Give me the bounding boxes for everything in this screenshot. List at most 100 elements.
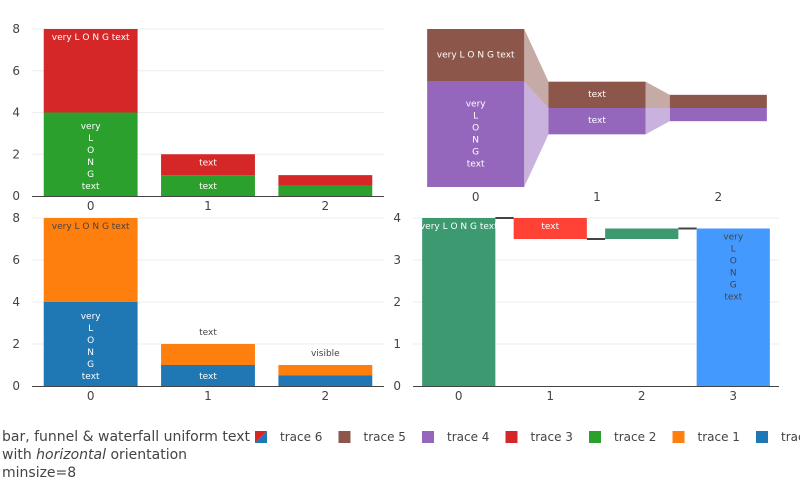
legend-label: trace 5 [364, 430, 406, 444]
legend-swatch [255, 431, 267, 443]
bottom-right-ytick-label: 3 [393, 253, 401, 267]
bottom-left-xtick-label: 1 [204, 389, 212, 403]
top-left-bar-trace-2 [161, 175, 255, 196]
bottom-right-bar [513, 218, 587, 239]
legend-item-trace-4[interactable]: trace 4 [422, 430, 489, 444]
bottom-left-ytick-label: 6 [12, 253, 20, 267]
top-left-ytick-label: 2 [12, 147, 20, 161]
bottom-right-xtick-label: 3 [729, 389, 737, 403]
legend-swatch [338, 431, 351, 443]
top-left-bar-trace-3 [161, 154, 255, 176]
top-left-ytick-label: 4 [12, 106, 20, 120]
legend-swatch [505, 431, 518, 443]
caption-line-2: with horizontal orientation [2, 447, 187, 463]
top-left-bar-label: very L O N G text [52, 33, 130, 43]
bottom-right-ytick-label: 1 [393, 337, 401, 351]
legend-item-trace-3[interactable]: trace 3 [505, 430, 573, 444]
top-right-segment-label: very L O N G text [437, 50, 515, 60]
top-right-connector [645, 108, 670, 135]
top-right-segment-trace-5 [548, 81, 646, 108]
bottom-left-bar-label: very L O N G text [52, 222, 130, 232]
top-right-segment-label: text [588, 116, 606, 126]
caption: bar, funnel & waterfall uniform text wit… [2, 429, 250, 481]
bottom-right-ytick-label: 0 [393, 379, 401, 393]
top-right-segment-trace-5 [427, 29, 525, 82]
top-left-ytick-label: 8 [12, 22, 20, 36]
legend-label: trace 0 [781, 430, 800, 444]
legend-item-trace-1[interactable]: trace 1 [672, 430, 740, 444]
top-right-xtick-label: 2 [715, 190, 723, 204]
top-left-bar-trace-2 [278, 185, 373, 196]
bottom-right-bar [605, 228, 679, 239]
caption-line-3: minsize=8 [2, 465, 76, 481]
bottom-left-bar-trace-1 [278, 365, 373, 376]
legend-item-trace-6[interactable]: trace 6 [255, 430, 322, 444]
top-left-bar-label: text [199, 158, 217, 168]
caption-line-1: bar, funnel & waterfall uniform text [2, 429, 250, 445]
legend-label: trace 2 [614, 430, 656, 444]
legend: trace 6 trace 5 trace 4 trace 3 trace 2 trace… [255, 430, 800, 444]
legend-item-trace-0[interactable]: trace 0 [756, 430, 800, 444]
bottom-left-ytick-label: 0 [12, 379, 20, 393]
legend-label: trace 1 [698, 430, 740, 444]
top-right-connector [524, 29, 549, 108]
top-left-xtick-label: 1 [204, 199, 212, 213]
bottom-left-bar-trace-1 [43, 218, 138, 302]
top-left-ytick-label: 0 [12, 189, 20, 203]
top-left-bar-trace-3 [278, 175, 373, 186]
bottom-left-bar-label: visible [311, 349, 340, 359]
top-right-connector [524, 81, 549, 187]
bottom-left-bar-label: text [199, 372, 217, 382]
bottom-right-ytick-label: 2 [393, 295, 401, 309]
legend-swatch [422, 431, 434, 443]
bottom-left-xtick-label: 2 [322, 389, 330, 403]
bottom-left-bar-trace-0 [43, 302, 138, 386]
bottom-left-bar-label: text [199, 328, 217, 338]
legend-label: trace 3 [531, 430, 573, 444]
top-right-connector [645, 81, 670, 108]
bottom-right-bar [422, 218, 496, 386]
bottom-right-bar [696, 228, 770, 386]
legend-label: trace 6 [280, 430, 322, 444]
top-left-ytick-label: 6 [12, 64, 20, 78]
bottom-left-ytick-label: 8 [12, 211, 20, 225]
bottom-right-bar-label: text [541, 222, 559, 232]
top-right-xtick-label: 1 [593, 190, 601, 204]
top-right-segment-trace-4 [669, 108, 767, 122]
legend-swatch [589, 431, 601, 443]
bottom-right-bar-label: very L O N G text [420, 222, 498, 232]
bottom-right-xtick-label: 1 [546, 389, 554, 403]
legend-label: trace 4 [447, 430, 489, 444]
top-right-segment-trace-4 [548, 108, 646, 135]
top-left-xtick-label: 2 [322, 199, 330, 213]
bottom-right-xtick-label: 0 [455, 389, 463, 403]
bottom-left-bar-trace-0 [278, 375, 373, 386]
top-right-xtick-label: 0 [472, 190, 480, 204]
legend-swatch [756, 431, 768, 443]
top-left-bar-trace-2 [43, 112, 138, 196]
bottom-right-ytick-label: 4 [393, 211, 401, 225]
top-right-segment-label: text [588, 90, 606, 100]
top-left-bar-label: text [199, 182, 217, 192]
bottom-left-bar-trace-0 [161, 365, 255, 386]
bottom-left-ytick-label: 2 [12, 337, 20, 351]
legend-item-trace-2[interactable]: trace 2 [589, 430, 656, 444]
top-left-bar-trace-3 [43, 29, 138, 113]
bottom-left-ytick-label: 4 [12, 295, 20, 309]
legend-item-trace-5[interactable]: trace 5 [338, 430, 406, 444]
bottom-right-xtick-label: 2 [638, 389, 646, 403]
bottom-left-bar-trace-1 [161, 344, 255, 365]
top-right-segment-trace-5 [669, 94, 767, 108]
bottom-left-xtick-label: 0 [87, 389, 95, 403]
top-right-segment-trace-4 [427, 81, 525, 187]
top-left-xtick-label: 0 [87, 199, 95, 213]
